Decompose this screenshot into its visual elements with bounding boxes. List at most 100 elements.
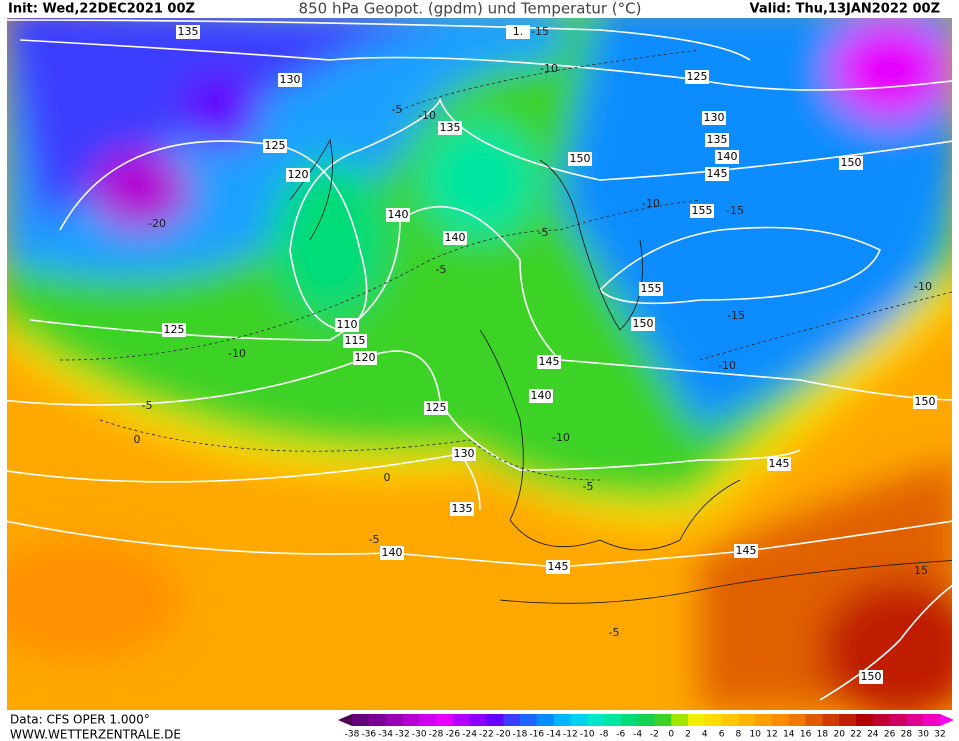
height-label-box xyxy=(286,168,310,182)
legend-swatch xyxy=(637,714,655,726)
height-label: 145 xyxy=(707,167,728,180)
legend-swatch xyxy=(620,714,639,726)
legend-swatch xyxy=(906,714,924,726)
height-label: 140 xyxy=(717,150,738,163)
temperature-label: -15 xyxy=(727,309,745,322)
height-label-box xyxy=(278,73,302,87)
legend-swatch xyxy=(738,714,756,726)
height-label-box xyxy=(506,25,530,39)
legend-label: -32 xyxy=(395,730,410,740)
height-label-box xyxy=(424,401,448,415)
height-label-box xyxy=(452,447,476,461)
temperature-label: -15 xyxy=(531,25,549,38)
legend-swatch xyxy=(452,714,471,726)
legend-label: 8 xyxy=(736,730,742,740)
legend-swatch xyxy=(385,714,403,726)
height-label: 150 xyxy=(861,670,882,683)
height-label: 125 xyxy=(687,70,708,83)
legend-swatch xyxy=(587,714,605,726)
height-label: 125 xyxy=(265,139,286,152)
height-label: 140 xyxy=(388,208,409,221)
legend-label: 14 xyxy=(783,730,795,740)
height-label-box xyxy=(715,150,739,164)
height-label: 120 xyxy=(355,351,376,364)
height-label-box xyxy=(839,156,863,170)
legend-swatch xyxy=(469,714,487,726)
temperature-contours xyxy=(59,49,952,481)
legend-swatch xyxy=(872,714,891,726)
height-label-box xyxy=(162,323,186,337)
height-label: 125 xyxy=(426,401,447,414)
legend-label: -12 xyxy=(563,730,578,740)
data-source: Data: CFS OPER 1.000° xyxy=(10,713,150,727)
height-label-box xyxy=(529,389,553,403)
height-label-box xyxy=(685,70,709,84)
legend-swatch xyxy=(755,714,773,726)
height-label: 135 xyxy=(178,25,199,38)
legend-swatch xyxy=(822,714,840,726)
height-label-box xyxy=(343,334,367,348)
height-label: 125 xyxy=(164,323,185,336)
legend-label: -28 xyxy=(429,730,444,740)
temperature-label: 0 xyxy=(134,433,141,446)
legend-label: 32 xyxy=(934,730,945,740)
legend-label: -8 xyxy=(600,730,609,740)
legend-label: 2 xyxy=(685,730,691,740)
legend-label: 6 xyxy=(719,730,725,740)
legend-swatch xyxy=(856,714,874,726)
legend-swatch xyxy=(368,714,387,726)
legend-label: 26 xyxy=(884,730,896,740)
legend-label: -16 xyxy=(529,730,544,740)
legend-label: -36 xyxy=(361,730,376,740)
temperature-label: -10 xyxy=(418,109,436,122)
legend-label: -30 xyxy=(412,730,427,740)
legend-label: 30 xyxy=(917,730,929,740)
height-label-box xyxy=(537,355,561,369)
temperature-label: -10 xyxy=(540,62,558,75)
height-label-box xyxy=(546,560,570,574)
temperature-label: 0 xyxy=(384,471,391,484)
height-label: 150 xyxy=(570,152,591,165)
temperature-label: -10 xyxy=(718,359,736,372)
legend-label: -20 xyxy=(496,730,511,740)
height-label-box xyxy=(913,395,937,409)
color-legend: -38 -36 -34 -32 -30 -28 -26 -24 -22 -20 -18 -16 -14-… xyxy=(338,714,954,740)
height-label: 150 xyxy=(633,317,654,330)
height-label: 155 xyxy=(692,204,713,217)
legend-label: -24 xyxy=(462,730,477,740)
legend-swatch xyxy=(721,714,739,726)
height-label-box xyxy=(734,544,758,558)
temperature-label: -5 xyxy=(369,533,380,546)
temperature-label: -15 xyxy=(726,204,744,217)
temperature-label: -10 xyxy=(914,280,932,293)
legend-label: 18 xyxy=(817,730,829,740)
height-label-box xyxy=(380,546,404,560)
legend-swatch xyxy=(570,714,588,726)
height-label-box xyxy=(263,139,287,153)
legend-label: 12 xyxy=(766,730,777,740)
temperature-label: -5 xyxy=(538,226,549,239)
temperature-label: 15 xyxy=(914,564,928,577)
height-label: 135 xyxy=(707,133,728,146)
website: WWW.WETTERZENTRALE.DE xyxy=(10,728,181,741)
legend-swatch xyxy=(704,714,723,726)
legend-swatch xyxy=(923,714,941,726)
legend-swatch xyxy=(604,714,622,726)
height-label-box xyxy=(639,282,663,296)
height-label: 145 xyxy=(769,457,790,470)
height-label: 145 xyxy=(539,355,560,368)
legend-swatch xyxy=(536,714,555,726)
legend-swatch xyxy=(520,714,538,726)
height-label-box xyxy=(859,670,883,684)
legend-swatch xyxy=(805,714,823,726)
legend-label: 20 xyxy=(833,730,845,740)
height-label-box xyxy=(335,318,359,332)
height-label: 115 xyxy=(345,334,366,347)
temperature-labels: -15 -10 -5 -10 -20 -10 -15 -5 -5 -10 -5 0 -10 -15 -10 -… xyxy=(134,25,932,639)
legend-swatch xyxy=(503,714,521,726)
height-label: 135 xyxy=(440,121,461,134)
legend-label: -38 xyxy=(345,730,360,740)
legend-swatch xyxy=(671,714,689,726)
height-label: 150 xyxy=(915,395,936,408)
